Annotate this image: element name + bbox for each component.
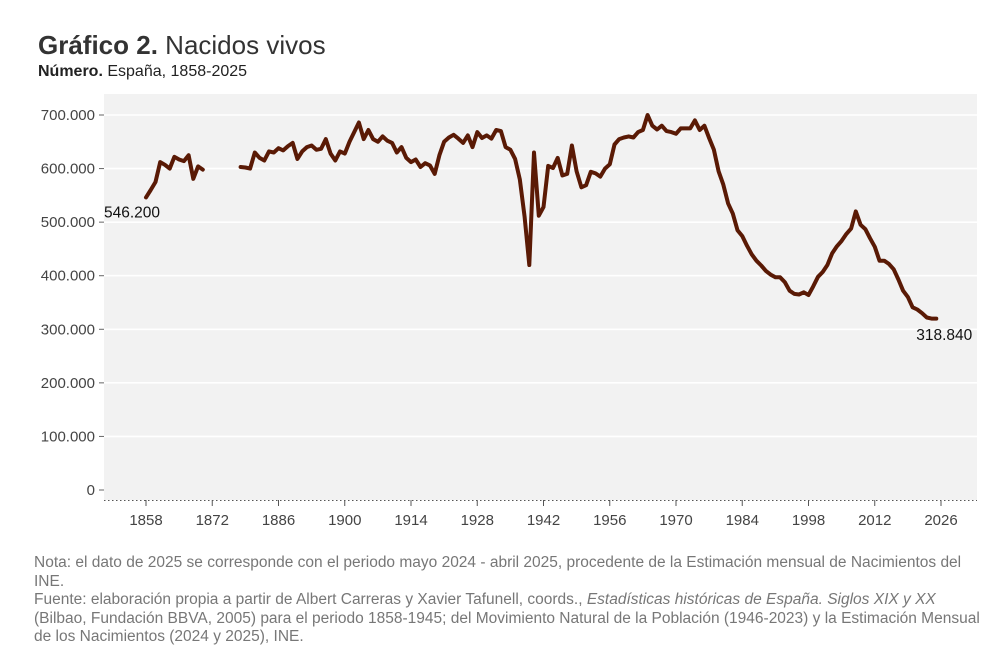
series-line-segment bbox=[238, 113, 939, 321]
chart-subtitle-rest: España, 1858-2025 bbox=[107, 63, 248, 80]
chart-subtitle-bold: Número. bbox=[38, 63, 103, 80]
y-tick-label: 400.000 bbox=[41, 268, 95, 285]
y-tick-label: 0 bbox=[87, 482, 95, 499]
chart-title: Gráfico 2. Nacidos vivos bbox=[38, 30, 326, 61]
data-label: 546.200 bbox=[104, 204, 160, 221]
y-tick-label: 600.000 bbox=[41, 161, 95, 178]
chart-notes: Nota: el dato de 2025 se corresponde con… bbox=[34, 554, 984, 647]
chart-subtitle: Número. España, 1858-2025 bbox=[38, 63, 247, 81]
data-label: 318.840 bbox=[916, 327, 972, 344]
axes: 0 100.000 200.000 300.000 400.000 500.000 600.… bbox=[41, 107, 977, 529]
x-tick-label: 2012 bbox=[858, 512, 891, 529]
x-tick-label: 1858 bbox=[129, 512, 162, 529]
x-tick-label: 1872 bbox=[196, 512, 229, 529]
births-line-chart: 0 100.000 200.000 300.000 400.000 500.000 600.… bbox=[41, 94, 977, 529]
x-tick-label: 1984 bbox=[726, 512, 759, 529]
x-tick-label: 1956 bbox=[593, 512, 626, 529]
plot-background bbox=[104, 94, 977, 500]
note-text: Nota: el dato de 2025 se corresponde con… bbox=[34, 554, 962, 590]
x-tick-label: 1914 bbox=[394, 512, 427, 529]
y-tick-label: 700.000 bbox=[41, 107, 95, 124]
source-suffix: (Bilbao, Fundación BBVA, 2005) para el p… bbox=[34, 609, 980, 646]
x-tick-label: 1998 bbox=[792, 512, 825, 529]
series-line-segment bbox=[144, 153, 205, 200]
y-tick-label: 300.000 bbox=[41, 321, 95, 338]
chart-title-rest: Nacidos vivos bbox=[165, 30, 326, 60]
gridlines bbox=[104, 114, 977, 438]
x-tick-label: 1900 bbox=[328, 512, 361, 529]
chart-title-bold: Gráfico 2. bbox=[38, 30, 158, 60]
x-tick-label: 1942 bbox=[527, 512, 560, 529]
source-prefix: Fuente: elaboración propia a partir de A… bbox=[34, 591, 587, 608]
source-book-title: Estadísticas históricas de España. Siglo… bbox=[586, 591, 936, 608]
source-text: Fuente: elaboración propia a partir de A… bbox=[34, 591, 984, 647]
x-tick-label: 1886 bbox=[262, 512, 295, 529]
y-tick-label: 200.000 bbox=[41, 375, 95, 392]
y-tick-label: 500.000 bbox=[41, 214, 95, 231]
y-tick-label: 100.000 bbox=[41, 428, 95, 445]
x-tick-label: 1928 bbox=[461, 512, 494, 529]
annotation-labels: 546.200 318.840 bbox=[104, 204, 973, 344]
x-tick-label: 1970 bbox=[659, 512, 692, 529]
x-tick-label: 2026 bbox=[924, 512, 957, 529]
series-group bbox=[144, 113, 939, 321]
